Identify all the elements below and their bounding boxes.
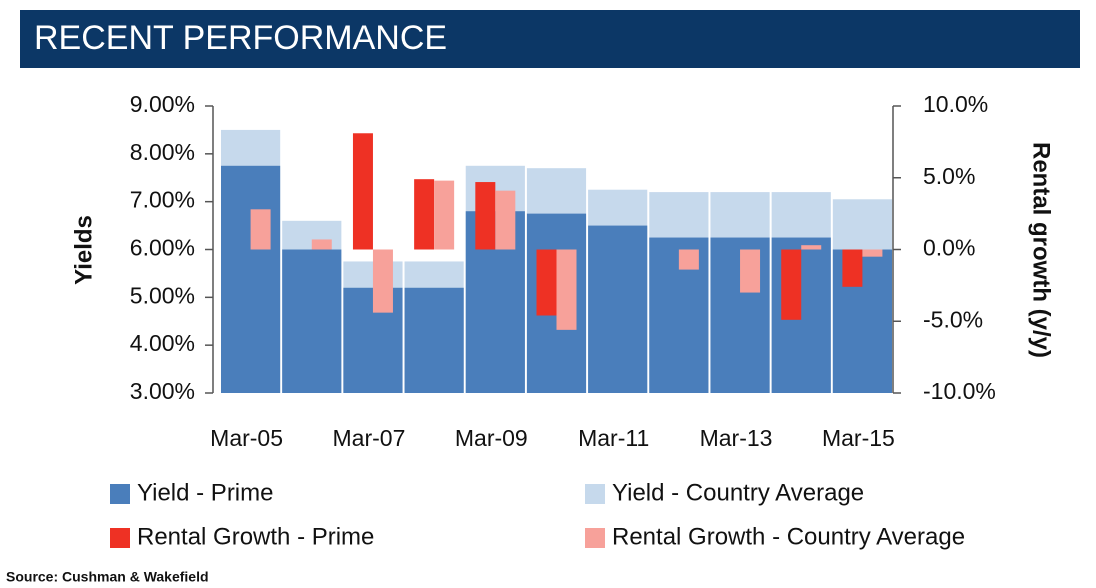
y-tick-label: 6.00% [130,235,195,261]
growth-bar [801,245,822,250]
growth-bar [372,249,393,313]
y2-tick-label: 0.0% [923,235,975,261]
growth-bar [556,249,577,330]
y2-tick-label: -5.0% [923,306,983,332]
legend-swatch [110,528,130,548]
x-tick-label: Mar-05 [210,425,283,451]
chart-title: RECENT PERFORMANCE [34,19,447,57]
growth-bar [434,180,455,250]
legend-label: Rental Growth - Prime [137,523,374,550]
growth-bar [740,249,761,293]
title-bar [20,10,1080,68]
growth-bar [311,239,332,250]
y-tick-label: 7.00% [130,187,195,213]
growth-bar [536,249,557,316]
y-axis-title: Yields [70,215,97,285]
legend-label: Rental Growth - Country Average [612,523,965,550]
y2-axis-title: Rental growth (y/y) [1028,142,1055,358]
y-tick-label: 4.00% [130,330,195,356]
y-tick-label: 8.00% [130,139,195,165]
yield-bar [710,237,770,393]
yield-bar [282,249,342,393]
y2-tick-label: 5.0% [923,163,975,189]
x-tick-label: Mar-11 [578,425,649,451]
x-tick-label: Mar-13 [700,425,773,451]
plot-area [221,129,892,393]
growth-bar [250,209,271,250]
yield-bar [588,225,648,393]
growth-bar [781,249,802,320]
growth-bar [414,179,435,250]
growth-bar [475,182,496,250]
x-tick-label: Mar-07 [333,425,406,451]
x-tick-label: Mar-09 [455,425,528,451]
legend-label: Yield - Prime [137,479,273,506]
legend-swatch [110,484,130,504]
y-tick-label: 9.00% [130,91,195,117]
growth-bar [678,249,699,270]
legend-swatch [585,484,605,504]
y2-tick-label: -10.0% [923,378,996,404]
yield-bar [221,165,281,393]
y-tick-label: 5.00% [130,282,195,308]
source-note: Source: Cushman & Wakefield [6,569,209,585]
yield-bar [404,287,464,393]
growth-bar [495,190,516,250]
legend-label: Yield - Country Average [612,479,864,506]
y-tick-label: 3.00% [130,378,195,404]
y2-tick-label: 10.0% [923,91,988,117]
axes: 3.00% 4.00% 5.00% 6.00% 7.00% 8.00% 9.00% -10.0… [130,91,996,451]
growth-bar [352,133,373,250]
legend-swatch [585,528,605,548]
growth-bar [862,249,883,257]
x-tick-label: Mar-15 [822,425,895,451]
growth-bar [842,249,863,287]
